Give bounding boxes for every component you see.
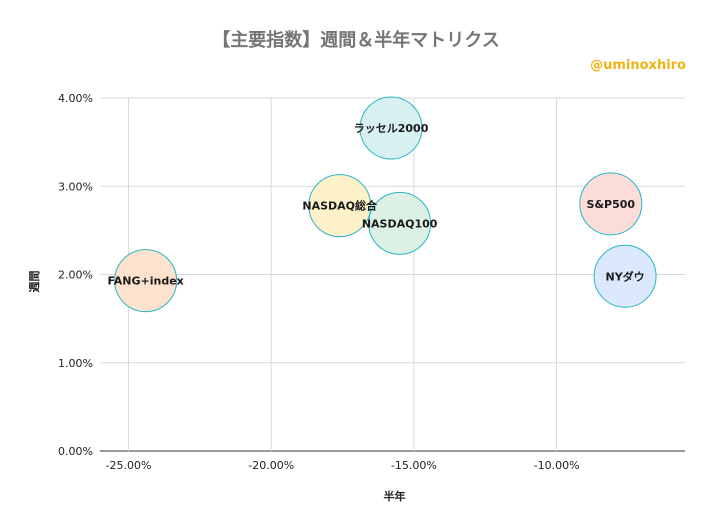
x-tick-label: -25.00% [106, 459, 152, 472]
bubble-label: NYダウ [605, 269, 644, 283]
bubble-label: FANG+index [108, 275, 184, 288]
x-tick-label: -15.00% [391, 459, 437, 472]
bubble-point[interactable] [359, 96, 423, 160]
chart-title: 【主要指数】週間＆半年マトリクス [212, 30, 500, 51]
bubble-point[interactable] [593, 244, 657, 308]
credit-label: @uminoxhiro [590, 58, 686, 73]
bubble-label: ラッセル2000 [354, 122, 429, 135]
bubble-label: S&P500 [587, 198, 636, 211]
y-axis-title: 週間 [27, 271, 41, 293]
bubble-point[interactable] [114, 249, 178, 313]
y-tick-label: 3.00% [58, 180, 93, 193]
x-tick-label: -20.00% [248, 459, 294, 472]
bubble-label: NASDAQ100 [362, 217, 438, 230]
bubble-point[interactable] [368, 191, 432, 255]
y-tick-label: 4.00% [58, 92, 93, 105]
y-tick-label: 0.00% [58, 445, 93, 458]
bubble-label: NASDAQ総合 [302, 199, 378, 213]
y-tick-label: 2.00% [58, 269, 93, 282]
y-tick-label: 1.00% [58, 357, 93, 370]
x-axis-title: 半年 [384, 489, 406, 503]
x-tick-label: -10.00% [534, 459, 580, 472]
bubble-point[interactable] [579, 172, 643, 236]
bubble-point[interactable] [308, 174, 372, 238]
